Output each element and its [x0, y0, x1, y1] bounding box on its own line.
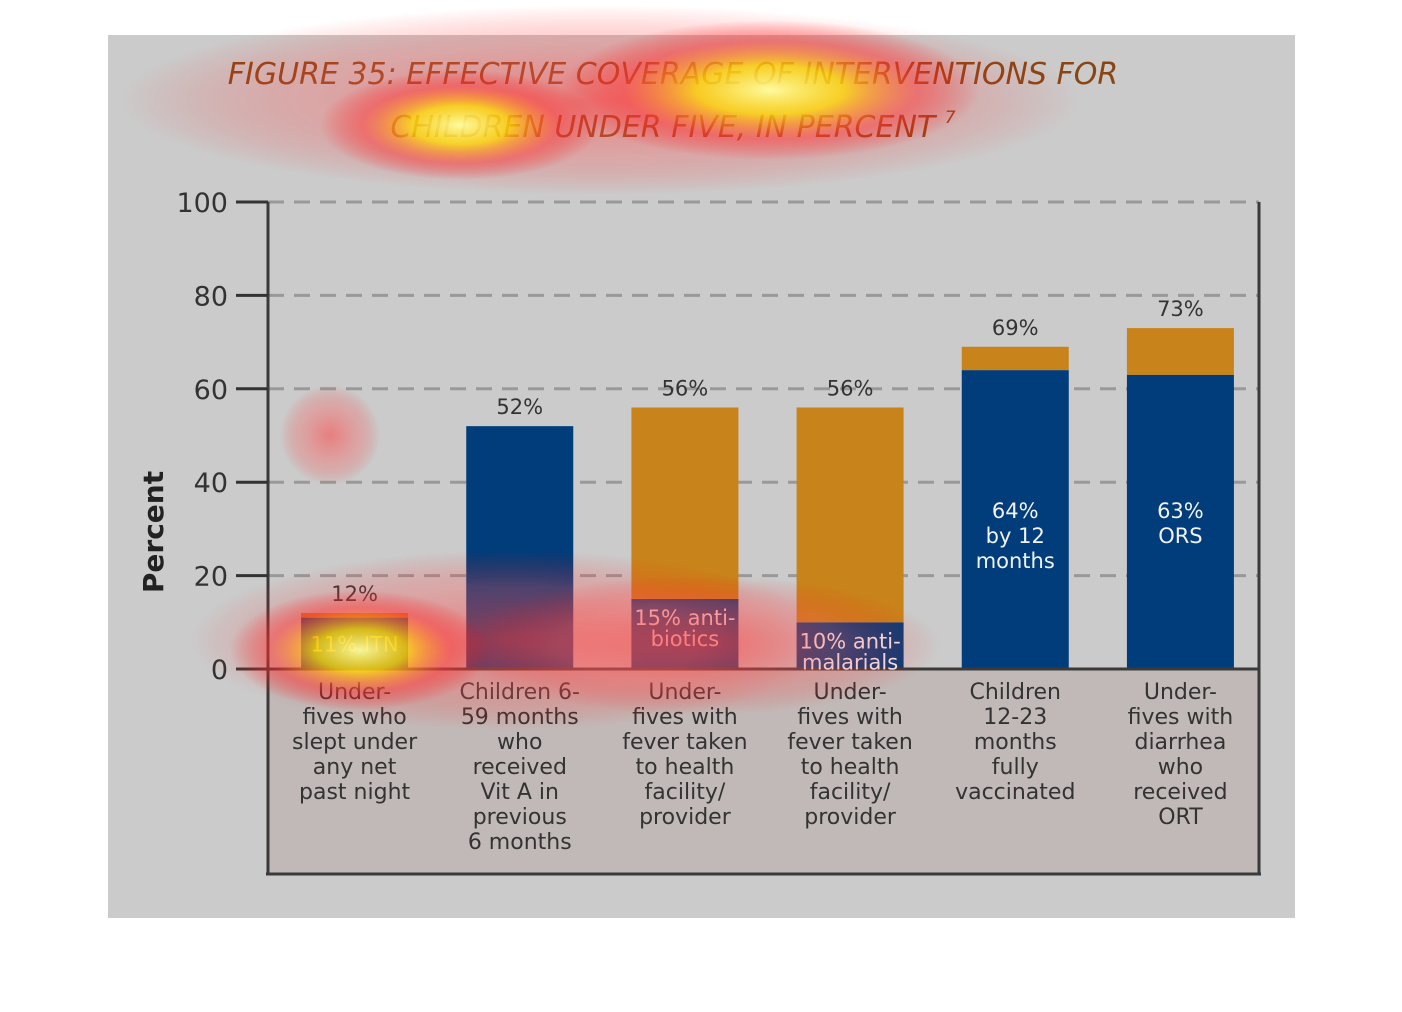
category-label: fever taken — [787, 730, 912, 755]
category-label: fives with — [797, 705, 903, 730]
category-label: any net — [313, 755, 397, 780]
category-label: 6 months — [468, 830, 572, 855]
bar-segment-secondary — [1126, 328, 1234, 375]
category-label: to health — [801, 755, 900, 780]
category-label: provider — [804, 805, 897, 830]
category-label: past night — [299, 780, 410, 805]
bar-total-label: 56% — [827, 376, 874, 400]
bar-segment-secondary — [961, 346, 1069, 371]
category-label: 12-23 — [983, 705, 1047, 730]
y-tick-label: 20 — [194, 562, 228, 593]
category-label: previous — [473, 805, 567, 830]
category-label: facility/ — [645, 780, 726, 805]
category-label: received — [473, 755, 567, 780]
y-tick-label: 100 — [176, 188, 228, 219]
category-label: who — [1158, 755, 1203, 780]
bar-inner-label: months — [976, 549, 1055, 573]
category-label: received — [1133, 780, 1227, 805]
category-label: diarrhea — [1134, 730, 1226, 755]
bar-total-label: 73% — [1157, 297, 1204, 321]
category-label: fives with — [1128, 705, 1234, 730]
category-label: months — [974, 730, 1057, 755]
category-label: fully — [992, 755, 1039, 780]
category-label: to health — [636, 755, 735, 780]
category-label: Vit A in — [481, 780, 559, 805]
category-label: ORT — [1158, 805, 1203, 830]
y-tick-label: 60 — [194, 375, 228, 406]
bar-inner-label: ORS — [1158, 524, 1202, 548]
y-tick-label: 40 — [194, 468, 228, 499]
category-label: vaccinated — [955, 780, 1075, 805]
bar-total-label: 56% — [662, 376, 709, 400]
category-label: who — [497, 730, 542, 755]
bar-total-label: 69% — [992, 316, 1039, 340]
bar-total-label: 52% — [496, 395, 543, 419]
attention-heatmap-overlay — [120, 5, 1080, 730]
category-label: Children — [969, 680, 1061, 705]
category-label: provider — [639, 805, 732, 830]
bar-inner-label: 63% — [1157, 499, 1204, 523]
y-tick-label: 80 — [194, 281, 228, 312]
bar-segment-primary — [961, 370, 1069, 669]
bar-inner-label: by 12 — [986, 524, 1045, 548]
bar-segment-primary — [1126, 374, 1234, 669]
bar-inner-label: 64% — [992, 499, 1039, 523]
category-label: slept under — [292, 730, 418, 755]
category-label: facility/ — [810, 780, 891, 805]
category-label: Under- — [1144, 680, 1217, 705]
category-label: fever taken — [622, 730, 747, 755]
y-axis-label: Percent — [137, 471, 170, 593]
